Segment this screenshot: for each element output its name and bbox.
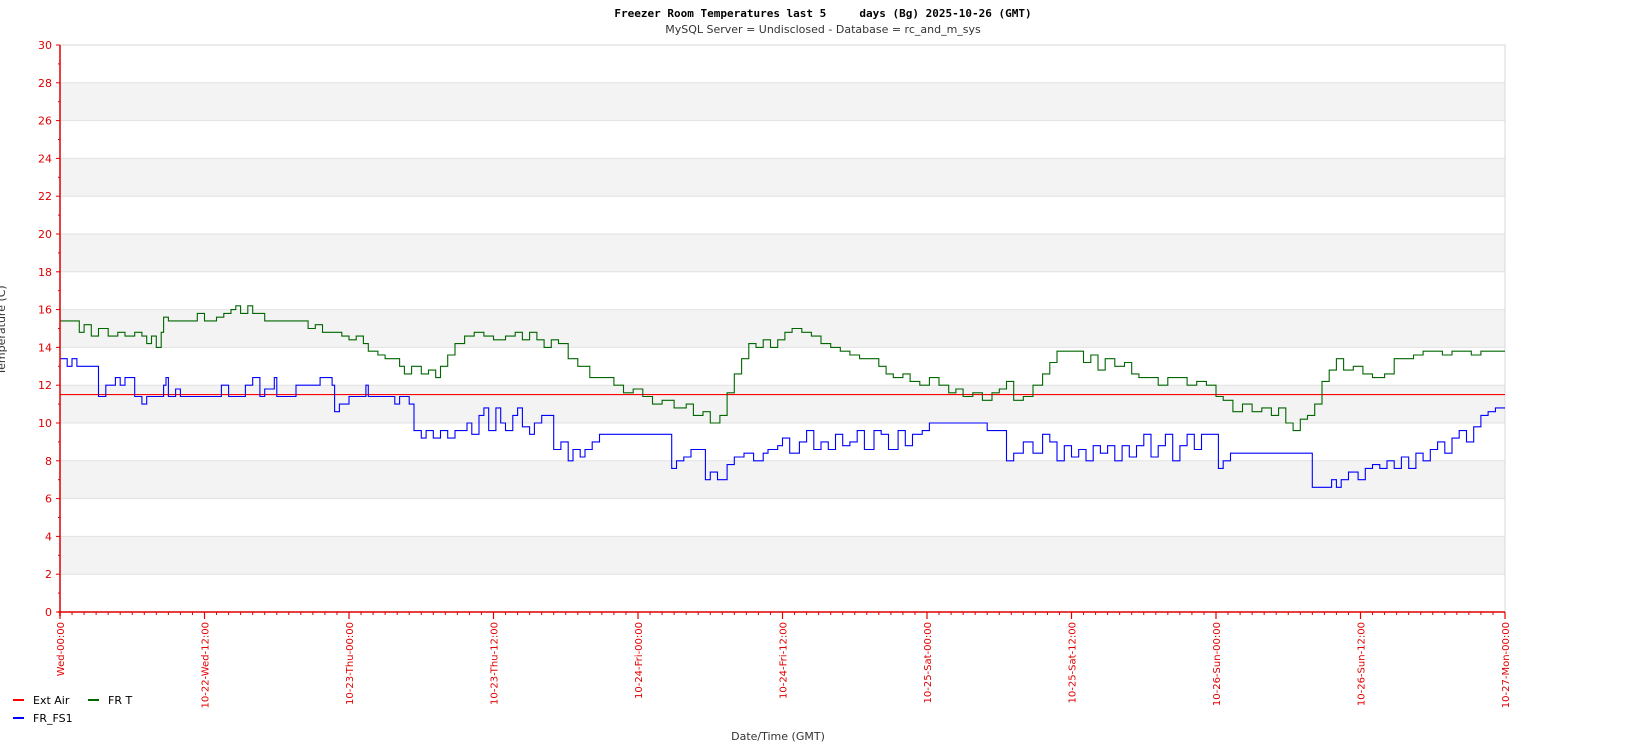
y-tick-label: 10	[38, 417, 52, 430]
series-line-fr-fs1	[60, 358, 1505, 488]
grid-band	[60, 271, 1505, 310]
grid-band	[60, 574, 1505, 612]
series-line-fr-t	[60, 305, 1505, 432]
y-tick-label: 4	[45, 530, 52, 543]
grid-band	[60, 82, 1505, 121]
x-tick-label: 10-25-Sat-12:00	[1068, 622, 1079, 704]
x-tick-label: 10-23-Thu-00:00	[345, 622, 356, 705]
x-tick-label: 10-24-Fri-00:00	[634, 622, 645, 699]
y-tick-label: 0	[45, 606, 52, 619]
y-tick-label: 18	[38, 266, 52, 279]
legend-label: FR_FS1	[33, 712, 73, 725]
grid-band	[60, 234, 1505, 272]
y-tick-label: 22	[38, 190, 52, 203]
grid-band	[60, 385, 1505, 423]
series-lines	[60, 305, 1505, 488]
y-tick-label: 14	[38, 341, 52, 354]
y-tick-label: 16	[38, 304, 52, 317]
x-axis-label: Date/Time (GMT)	[731, 730, 825, 743]
grid-band	[60, 498, 1505, 537]
x-tick-label: 10-26-Sun-12:00	[1357, 622, 1368, 706]
y-axis-label: Temperature (C)	[0, 285, 8, 375]
x-tick-label: 10-26-Sun-00:00	[1212, 622, 1223, 706]
legend: Ext Air FR_FS1 FR T	[13, 694, 132, 725]
grid-band	[60, 196, 1505, 234]
y-tick-label: 24	[38, 152, 52, 165]
grid-bands	[60, 45, 1505, 613]
grid-band	[60, 347, 1505, 386]
y-tick-label: 8	[45, 455, 52, 468]
y-tick-label: 2	[45, 568, 52, 581]
y-tick-label: 26	[38, 115, 52, 128]
x-tick-label: 10-22-Wed-12:00	[201, 622, 212, 709]
grid-band	[60, 536, 1505, 575]
y-tick-label: 12	[38, 379, 52, 392]
grid-band	[60, 45, 1505, 83]
chart-title: Freezer Room Temperatures last 5 days (B…	[614, 7, 1031, 20]
grid-band	[60, 120, 1505, 159]
x-axis-ticks: Wed-00:00 10-22-Wed-12:00 10-23-Thu-00:00 1…	[56, 612, 1512, 709]
chart-subtitle: MySQL Server = Undisclosed - Database = …	[665, 23, 981, 36]
x-tick-label: 10-25-Sat-00:00	[923, 622, 934, 704]
grid-band	[60, 158, 1505, 197]
x-tick-label: Wed-00:00	[56, 622, 67, 676]
legend-label: Ext Air	[33, 694, 70, 707]
y-tick-label: 6	[45, 493, 52, 506]
grid-band	[60, 460, 1505, 499]
x-tick-label: 10-27-Mon-00:00	[1501, 622, 1512, 708]
x-tick-label: 10-24-Fri-12:00	[779, 622, 790, 699]
y-tick-label: 30	[38, 39, 52, 52]
y-tick-label: 28	[38, 77, 52, 90]
y-tick-label: 20	[38, 228, 52, 241]
x-tick-label: 10-23-Thu-12:00	[490, 622, 501, 705]
grid-band	[60, 309, 1505, 348]
legend-label: FR T	[108, 694, 132, 707]
